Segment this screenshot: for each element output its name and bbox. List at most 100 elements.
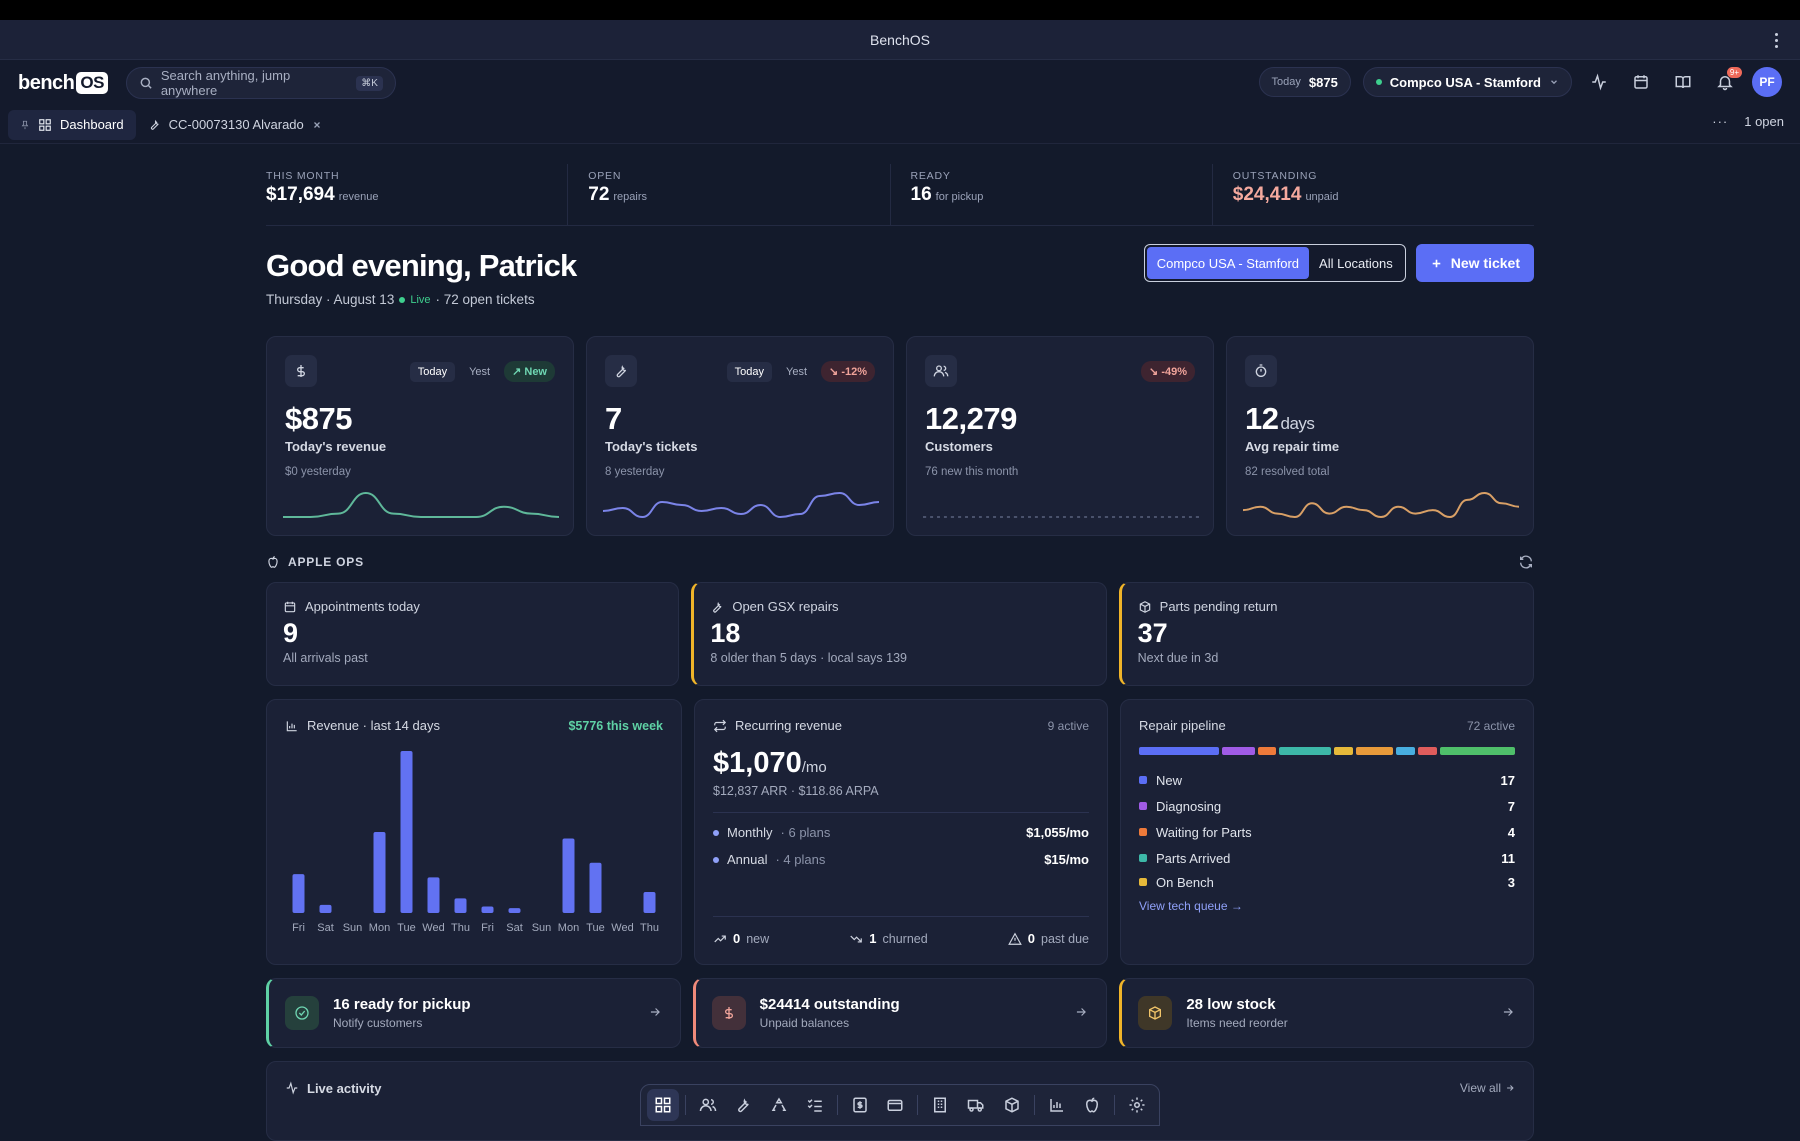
kpi-toggle-yest[interactable]: Yest xyxy=(469,365,491,378)
package-return-icon xyxy=(1139,600,1150,613)
revenue-bar[interactable] xyxy=(400,751,413,913)
revenue-chart-card[interactable]: Revenue · last 14 days $5776 this week F… xyxy=(266,699,682,965)
low-stock-card[interactable]: 28 low stock Items need reorder xyxy=(1119,978,1535,1048)
revenue-bar[interactable] xyxy=(589,862,602,913)
kpi-toggle-today[interactable]: Today xyxy=(409,361,456,382)
ready-pickup-card[interactable]: 16 ready for pickup Notify customers xyxy=(266,978,681,1048)
pipeline-count: 3 xyxy=(1507,875,1515,889)
dock-invoice-icon[interactable] xyxy=(844,1089,876,1121)
stat-label: THIS MONTH xyxy=(266,170,340,182)
pipeline-segment[interactable] xyxy=(1355,747,1394,755)
more-horizontal-icon[interactable]: ··· xyxy=(1712,114,1729,129)
calendar-icon[interactable] xyxy=(1626,67,1656,97)
plan-value: $15/mo xyxy=(1044,852,1089,867)
kpi-tickets[interactable]: Today Yest ↘ -12% 7 Today's tickets 8 ye… xyxy=(586,336,894,536)
avatar[interactable]: PF xyxy=(1752,67,1782,97)
stat-open[interactable]: OPEN 72 repairs xyxy=(568,164,891,225)
dock-recycle-icon[interactable] xyxy=(763,1089,795,1121)
dock-settings-icon[interactable] xyxy=(1121,1089,1153,1121)
kpi-delta-badge: ↘ -49% xyxy=(1141,361,1195,382)
dock-inventory-icon[interactable] xyxy=(996,1089,1028,1121)
pipeline-item-new[interactable]: New 17 xyxy=(1139,771,1515,789)
pipeline-segment[interactable] xyxy=(1418,747,1437,755)
dock-repairs-icon[interactable] xyxy=(728,1089,760,1121)
revenue-bar[interactable] xyxy=(292,874,305,913)
pipeline-segment[interactable] xyxy=(1396,747,1416,755)
kpi-sparkline xyxy=(1243,491,1519,519)
close-icon[interactable] xyxy=(312,120,322,130)
tab-dashboard[interactable]: Dashboard xyxy=(8,109,136,140)
outstanding-card[interactable]: $24414 outstanding Unpaid balances xyxy=(692,978,1108,1048)
pin-icon[interactable] xyxy=(20,120,30,130)
dock-payments-icon[interactable] xyxy=(880,1089,912,1121)
wrench-icon xyxy=(713,601,722,613)
revenue-bar[interactable] xyxy=(481,906,494,913)
revenue-bar[interactable] xyxy=(319,904,332,913)
kpi-repair-time[interactable]: 12 days Avg repair time 82 resolved total xyxy=(1226,336,1534,536)
pipeline-item-diagnosing[interactable]: Diagnosing 7 xyxy=(1139,797,1515,815)
pipeline-segment[interactable] xyxy=(1334,747,1353,755)
grid-icon xyxy=(39,118,51,131)
dock-building-icon[interactable] xyxy=(924,1089,956,1121)
location-toggle-stamford[interactable]: Compco USA - Stamford xyxy=(1146,247,1310,279)
kpi-delta-text: -49% xyxy=(1161,366,1187,378)
view-tech-queue-link[interactable]: View tech queue → xyxy=(1139,899,1243,913)
pipeline-segment[interactable] xyxy=(1439,747,1515,755)
revenue-bar-label: Wed xyxy=(611,922,633,934)
parts-return-card[interactable]: Parts pending return 37 Next due in 3d xyxy=(1118,582,1534,686)
kpi-customers[interactable]: ↘ -49% 12,279 Customers 76 new this mont… xyxy=(906,336,1214,536)
dock-truck-icon[interactable] xyxy=(960,1089,992,1121)
pipeline-item-arrived[interactable]: Parts Arrived 11 xyxy=(1139,849,1515,867)
revenue-bar[interactable] xyxy=(454,898,467,913)
dock-tasks-icon[interactable] xyxy=(799,1089,831,1121)
revenue-bar[interactable] xyxy=(373,832,386,913)
bell-icon[interactable]: 9+ xyxy=(1710,67,1742,97)
revenue-bar[interactable] xyxy=(643,891,656,913)
book-icon[interactable] xyxy=(1668,67,1698,97)
view-all-link[interactable]: View all xyxy=(1460,1080,1515,1096)
revenue-bar[interactable] xyxy=(427,877,440,913)
refresh-icon[interactable] xyxy=(1518,554,1534,570)
box-icon xyxy=(1138,996,1173,1030)
pipeline-item-waiting[interactable]: Waiting for Parts 4 xyxy=(1139,823,1515,841)
location-selector[interactable]: Compco USA - Stamford xyxy=(1362,67,1572,97)
tab-ticket[interactable]: CC-00073130 Alvarado xyxy=(136,110,334,140)
stat-outstanding[interactable]: OUTSTANDING $24,414 unpaid xyxy=(1213,164,1534,225)
op-value: 37 xyxy=(1137,618,1168,648)
repair-pipeline-card[interactable]: Repair pipeline 72 active New 17 Diagnosi… xyxy=(1120,699,1534,965)
appointments-card[interactable]: Appointments today 9 All arrivals past xyxy=(266,582,680,686)
dashboard-main: THIS MONTH $17,694 revenue OPEN 72 repairs… xyxy=(266,164,1535,1141)
summary-stats: THIS MONTH $17,694 revenue OPEN 72 repairs… xyxy=(266,164,1534,226)
pipeline-segment[interactable] xyxy=(1139,747,1219,755)
stat-ready[interactable]: READY 16 for pickup xyxy=(891,164,1213,225)
op-title: Appointments today xyxy=(305,599,420,614)
trending-up-icon xyxy=(714,935,726,942)
bar-chart-icon xyxy=(286,720,297,731)
dock-customers-icon[interactable] xyxy=(692,1089,724,1121)
recurring-revenue-card[interactable]: Recurring revenue 9 active $1,070/mo $12… xyxy=(694,699,1108,965)
plan-value: $1,055/mo xyxy=(1026,825,1089,840)
pipeline-item-bench[interactable]: On Bench 3 xyxy=(1139,875,1515,889)
kpi-toggle-yest[interactable]: Yest xyxy=(786,365,808,378)
location-toggle-all[interactable]: All Locations xyxy=(1319,255,1393,271)
kpi-toggle-today[interactable]: Today xyxy=(726,361,773,382)
today-revenue-pill[interactable]: Today $875 xyxy=(1258,67,1351,97)
pipeline-segment[interactable] xyxy=(1279,747,1332,755)
dock-apple-icon[interactable] xyxy=(1076,1089,1108,1121)
more-vertical-icon[interactable] xyxy=(1766,30,1786,50)
revenue-bar[interactable] xyxy=(562,838,575,913)
action-title: 16 ready for pickup xyxy=(333,996,471,1013)
dock-reports-icon[interactable] xyxy=(1041,1089,1073,1121)
search-input[interactable]: Search anything, jump anywhere ⌘K xyxy=(125,67,396,99)
revenue-bar[interactable] xyxy=(508,908,521,913)
pipeline-segment[interactable] xyxy=(1221,747,1255,755)
app-logo[interactable]: bench OS xyxy=(18,72,108,95)
dock-dashboard-icon[interactable] xyxy=(647,1089,679,1121)
pipeline-segment[interactable] xyxy=(1257,747,1277,755)
activity-icon[interactable] xyxy=(1584,67,1614,97)
kpi-revenue[interactable]: Today Yest ↗ New $875 Today's revenue $0… xyxy=(266,336,574,536)
new-ticket-button[interactable]: New ticket xyxy=(1415,244,1534,282)
gsx-repairs-card[interactable]: Open GSX repairs 18 8 older than 5 days … xyxy=(691,582,1107,686)
stat-this-month[interactable]: THIS MONTH $17,694 revenue xyxy=(266,164,569,225)
location-status-dot xyxy=(1375,79,1382,85)
